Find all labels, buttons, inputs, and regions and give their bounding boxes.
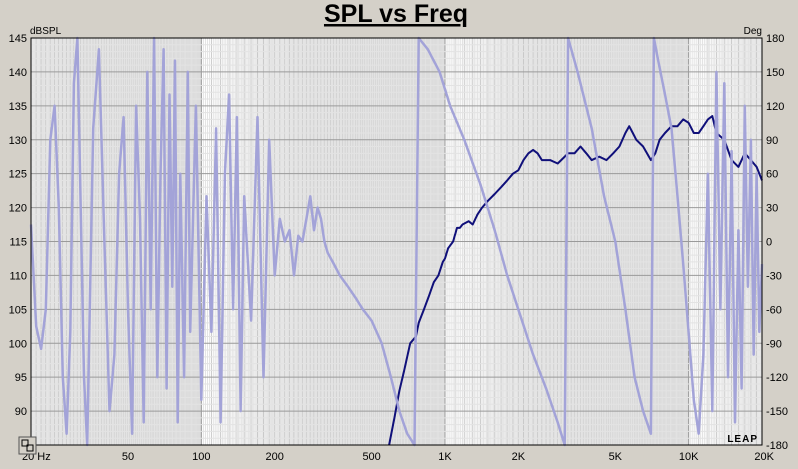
y-right-tick-label: 0 (766, 237, 772, 249)
y-right-tick-label: 120 (766, 101, 784, 113)
y-left-tick-label: 105 (9, 304, 27, 316)
y-right-tick-label: -180 (766, 440, 788, 452)
zoom-icon[interactable] (18, 436, 37, 455)
x-tick-label: 1K (438, 451, 452, 463)
y-right-tick-label: -30 (766, 270, 782, 282)
y-left-tick-label: 115 (9, 237, 27, 249)
y-right-tick-label: 150 (766, 67, 784, 79)
x-tick-labels: 20 Hz 50 100 200 500 1K 2K 5K 10K 20K (22, 451, 775, 463)
y-left-tick-label: 125 (9, 169, 27, 181)
leap-logo: LEAP (727, 434, 758, 445)
y-left-tick-label: 135 (9, 101, 27, 113)
x-tick-label: 10K (679, 451, 699, 463)
y-right-tick-label: 60 (766, 169, 778, 181)
y-left-tick-label: 90 (15, 406, 27, 418)
x-tick-label: 100 (192, 451, 210, 463)
y-right-tick-label: -150 (766, 406, 788, 418)
spl-series-line (388, 115, 763, 446)
y-left-tick-label: 120 (9, 203, 27, 215)
y-right-tick-label: -60 (766, 304, 782, 316)
y-right-tick-label: 180 (766, 33, 784, 45)
y-left-tick-labels: 145 140 135 130 125 120 115 110 105 100 95 90 (9, 33, 27, 418)
x-tick-label: 2K (512, 451, 526, 463)
x-tick-label: 50 (122, 451, 134, 463)
y-right-tick-label: 30 (766, 203, 778, 215)
y-left-tick-label: 95 (15, 372, 27, 384)
y-left-tick-label: 140 (9, 67, 27, 79)
chart-title: SPL vs Freq (324, 0, 468, 28)
x-tick-label: 5K (609, 451, 623, 463)
plot-frame (30, 37, 763, 446)
y-left-tick-label: 130 (9, 135, 27, 147)
y-right-tick-label: -90 (766, 338, 782, 350)
y-left-tick-label: 145 (9, 33, 27, 45)
y-right-tick-label: -120 (766, 372, 788, 384)
y-left-unit-label: dBSPL (30, 26, 62, 37)
y-right-tick-label: 90 (766, 135, 778, 147)
y-right-unit-label: Deg (744, 26, 762, 37)
x-tick-label: 500 (362, 451, 380, 463)
phase-series-line (29, 36, 764, 447)
y-right-tick-labels: 180 150 120 90 60 30 0 -30 -60 -90 -120 -150 -180 (766, 33, 788, 452)
series-layer (29, 36, 764, 447)
y-left-tick-label: 100 (9, 338, 27, 350)
x-tick-label: 20K (754, 451, 774, 463)
x-tick-label: 200 (265, 451, 283, 463)
y-left-tick-label: 110 (9, 270, 27, 282)
